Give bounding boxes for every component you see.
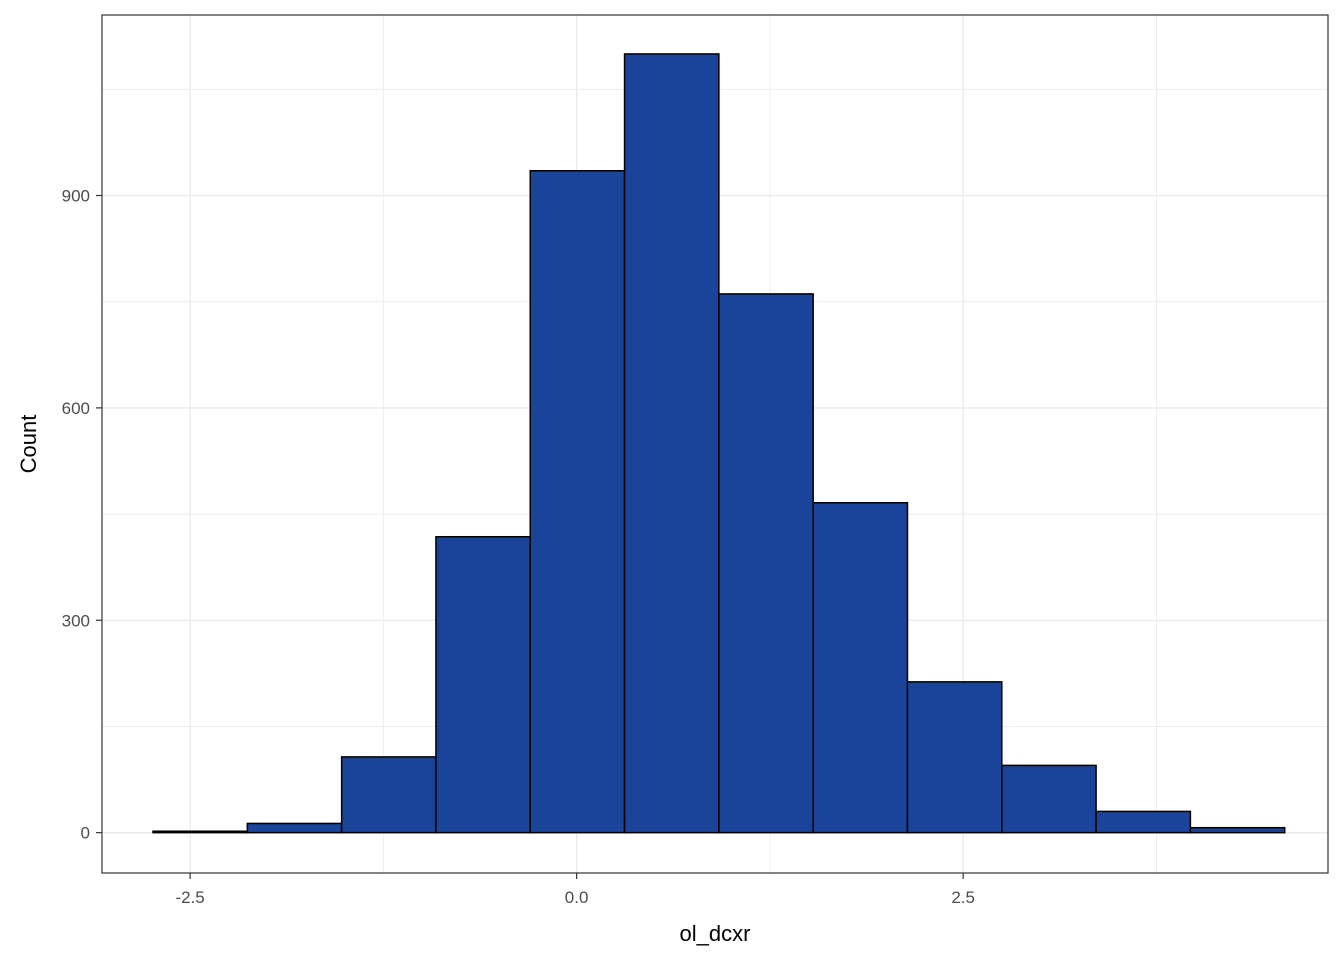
y-axis-title: Count [16,415,41,474]
histogram-bars [152,53,1286,834]
histogram-bar [340,756,437,834]
histogram-bar [246,822,343,834]
histogram-bar [718,293,814,834]
x-tick-label: 2.5 [951,888,975,907]
histogram-bar [435,535,531,834]
x-axis-title: ol_dcxr [680,921,751,946]
histogram-bar [1189,826,1286,834]
y-axis: 0 300 600 900 [62,187,102,843]
histogram-bar [152,830,249,834]
histogram-bar [906,681,1003,834]
y-tick-label: 0 [81,824,90,843]
histogram-bar [1001,764,1097,834]
histogram-bar [812,502,909,834]
x-tick-label: 0.0 [565,888,589,907]
x-axis: -2.5 0.0 2.5 [175,873,975,907]
histogram-bar [623,53,720,834]
histogram-bar [529,169,626,834]
histogram-bar [1095,810,1192,834]
y-tick-label: 900 [62,187,90,206]
x-tick-label: -2.5 [175,888,204,907]
panel-border [101,14,1329,874]
y-tick-label: 300 [62,611,90,630]
y-tick-label: 600 [62,399,90,418]
